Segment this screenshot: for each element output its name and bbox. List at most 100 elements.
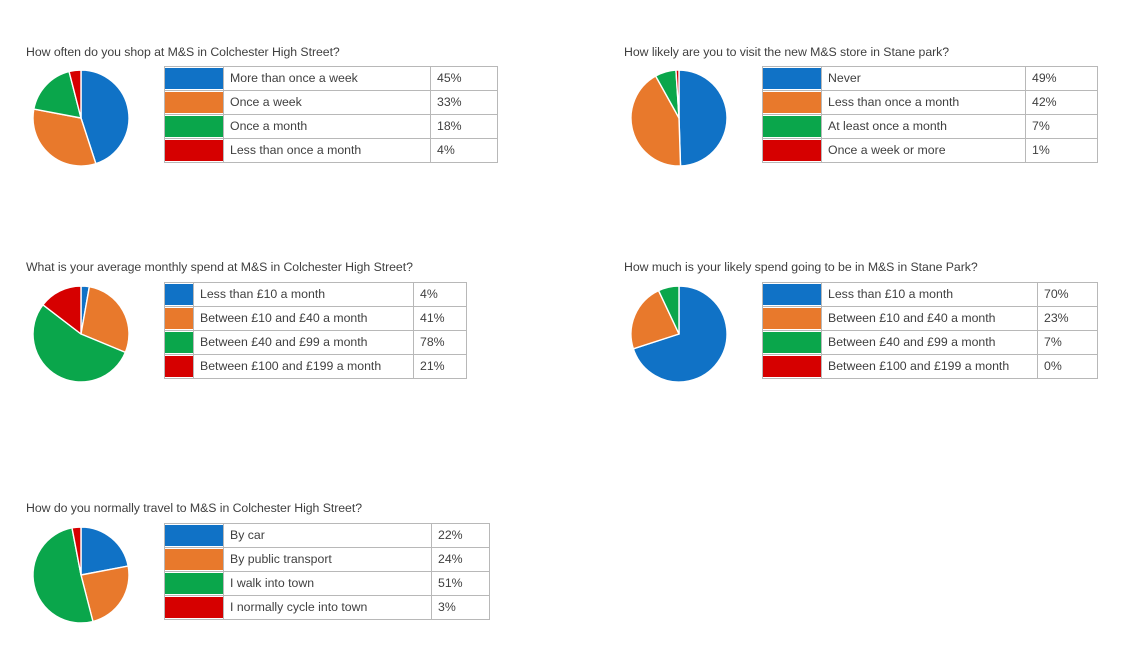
legend-table: Less than £10 a month 4% Between £10 and £…: [164, 282, 467, 379]
legend-color-swatch-cell: [164, 306, 194, 331]
legend-color-swatch: [165, 549, 223, 570]
legend-row: Once a week 33%: [164, 90, 498, 115]
legend-color-swatch-cell: [164, 523, 224, 548]
legend-color-swatch-cell: [164, 114, 224, 139]
legend-table: More than once a week 45% Once a week 33% On…: [164, 66, 498, 163]
legend-color-swatch: [165, 597, 223, 618]
legend-row: Between £40 and £99 a month 7%: [762, 330, 1098, 355]
pie-slice: [80, 565, 130, 623]
survey-block-likely-spend-stane-park: How much is your likely spend going to b…: [624, 259, 1098, 386]
legend-color-swatch-cell: [164, 354, 194, 379]
legend-label: Between £10 and £40 a month: [821, 306, 1038, 331]
chart-body: More than once a week 45% Once a week 33% On…: [26, 66, 498, 170]
legend-value: 41%: [413, 306, 467, 331]
legend-row: Less than £10 a month 4%: [164, 282, 467, 307]
chart-title: How much is your likely spend going to b…: [624, 260, 978, 274]
legend-color-swatch-cell: [164, 571, 224, 596]
pie-chart: [624, 282, 734, 386]
legend-color-swatch-cell: [164, 595, 224, 620]
legend-value: 42%: [1025, 90, 1098, 115]
legend-label: Once a month: [223, 114, 431, 139]
legend-value: 49%: [1025, 66, 1098, 91]
legend-color-swatch-cell: [164, 138, 224, 163]
legend-value: 1%: [1025, 138, 1098, 163]
legend-color-swatch: [165, 284, 193, 305]
legend-color-swatch: [763, 140, 821, 161]
pie-chart: [26, 66, 136, 170]
legend-color-swatch: [165, 68, 223, 89]
pie-slice: [657, 285, 680, 335]
legend-table: Never 49% Less than once a month 42% At leas…: [762, 66, 1098, 163]
legend-row: By public transport 24%: [164, 547, 490, 572]
chart-body: Less than £10 a month 70% Between £10 and …: [624, 282, 1098, 386]
legend-label: At least once a month: [821, 114, 1026, 139]
legend-color-swatch-cell: [762, 114, 822, 139]
legend-value: 3%: [431, 595, 490, 620]
chart-body: By car 22% By public transport 24% I walk in…: [26, 523, 490, 627]
legend-row: Less than once a month 42%: [762, 90, 1098, 115]
legend-value: 7%: [1025, 114, 1098, 139]
legend-row: I walk into town 51%: [164, 571, 490, 596]
legend-row: Between £100 and £199 a month 21%: [164, 354, 467, 379]
legend-value: 18%: [430, 114, 498, 139]
pie-slice: [632, 285, 728, 383]
survey-block-shop-frequency-colchester: How often do you shop at M&S in Colchest…: [26, 44, 498, 170]
chart-title: How often do you shop at M&S in Colchest…: [26, 45, 340, 59]
survey-block-monthly-spend-colchester: What is your average monthly spend at M&…: [26, 259, 467, 386]
legend-color-swatch: [763, 92, 821, 113]
pie-slice: [32, 108, 97, 167]
pie-slice: [68, 69, 82, 119]
legend-label: Between £100 and £199 a month: [821, 354, 1038, 379]
legend-rows: Never 49% Less than once a month 42% At leas…: [762, 66, 1098, 163]
legend-color-swatch: [763, 308, 821, 329]
legend-color-swatch-cell: [164, 282, 194, 307]
legend-value: 4%: [413, 282, 467, 307]
legend-label: Never: [821, 66, 1026, 91]
chart-title: How do you normally travel to M&S in Col…: [26, 501, 362, 515]
legend-color-swatch: [165, 308, 193, 329]
legend-label: By car: [223, 523, 432, 548]
legend-label: Less than once a month: [821, 90, 1026, 115]
legend-value: 23%: [1037, 306, 1098, 331]
legend-color-swatch: [763, 116, 821, 137]
legend-value: 21%: [413, 354, 467, 379]
legend-label: Between £40 and £99 a month: [821, 330, 1038, 355]
legend-label: More than once a week: [223, 66, 431, 91]
legend-color-swatch-cell: [164, 90, 224, 115]
legend-color-swatch: [165, 140, 223, 161]
legend-row: I normally cycle into town 3%: [164, 595, 490, 620]
pie-slice: [678, 69, 728, 167]
legend-value: 51%: [431, 571, 490, 596]
legend-label: I walk into town: [223, 571, 432, 596]
legend-value: 78%: [413, 330, 467, 355]
legend-rows: More than once a week 45% Once a week 33% On…: [164, 66, 498, 163]
legend-color-swatch-cell: [762, 138, 822, 163]
legend-rows: By car 22% By public transport 24% I walk in…: [164, 523, 490, 620]
legend-color-swatch: [763, 68, 821, 89]
legend-value: 4%: [430, 138, 498, 163]
legend-value: 45%: [430, 66, 498, 91]
legend-color-swatch: [165, 573, 223, 594]
legend-table: By car 22% By public transport 24% I walk in…: [164, 523, 490, 620]
legend-value: 7%: [1037, 330, 1098, 355]
chart-body: Less than £10 a month 4% Between £10 and £…: [26, 282, 467, 386]
legend-value: 0%: [1037, 354, 1098, 379]
legend-row: At least once a month 7%: [762, 114, 1098, 139]
legend-label: Less than £10 a month: [193, 282, 414, 307]
legend-row: Between £10 and £40 a month 41%: [164, 306, 467, 331]
legend-row: Never 49%: [762, 66, 1098, 91]
legend-color-swatch-cell: [762, 354, 822, 379]
pie-slice: [675, 69, 680, 119]
pie-slice: [32, 527, 94, 624]
legend-row: Less than once a month 4%: [164, 138, 498, 163]
chart-body: Never 49% Less than once a month 42% At leas…: [624, 66, 1098, 170]
legend-row: Less than £10 a month 70%: [762, 282, 1098, 307]
legend-color-swatch: [763, 332, 821, 353]
legend-color-swatch-cell: [762, 66, 822, 91]
legend-label: Between £10 and £40 a month: [193, 306, 414, 331]
legend-rows: Less than £10 a month 70% Between £10 and …: [762, 282, 1098, 379]
pie-slice: [32, 304, 127, 383]
legend-label: By public transport: [223, 547, 432, 572]
chart-title: What is your average monthly spend at M&…: [26, 260, 413, 274]
